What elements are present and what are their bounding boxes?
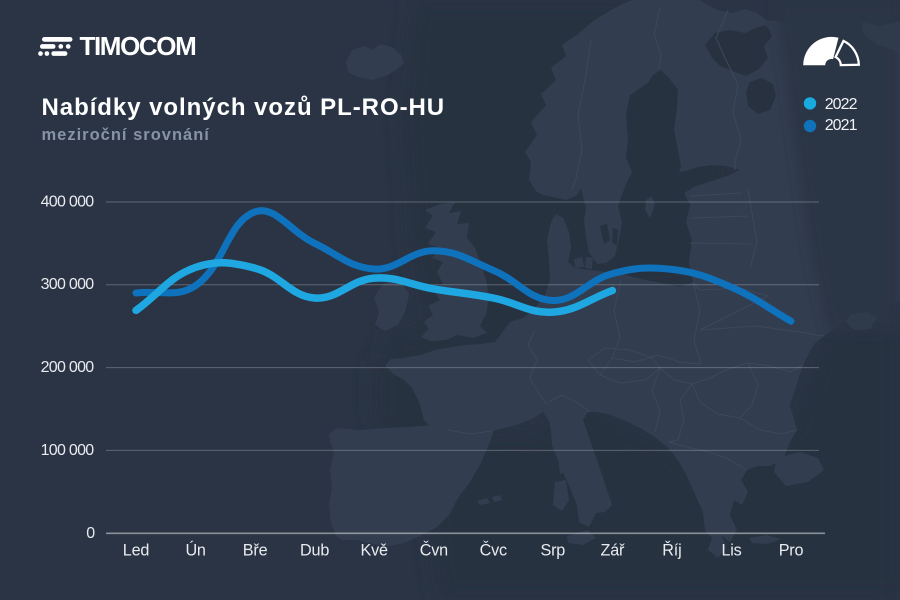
svg-text:Bře: Bře — [243, 541, 268, 559]
svg-text:Lis: Lis — [721, 541, 741, 559]
svg-text:Ún: Ún — [185, 540, 205, 559]
svg-text:Říj: Říj — [662, 540, 681, 559]
svg-text:Led: Led — [123, 541, 149, 559]
svg-text:2022: 2022 — [825, 96, 858, 113]
svg-text:Kvě: Kvě — [361, 541, 388, 559]
svg-text:Čvn: Čvn — [420, 540, 448, 559]
svg-text:300 000: 300 000 — [41, 276, 95, 293]
svg-text:400 000: 400 000 — [41, 193, 95, 210]
svg-text:Zář: Zář — [601, 541, 625, 559]
svg-text:2021: 2021 — [825, 117, 858, 134]
svg-text:Pro: Pro — [779, 541, 804, 559]
svg-text:100 000: 100 000 — [41, 442, 95, 459]
svg-text:Čvc: Čvc — [480, 540, 507, 559]
svg-text:0: 0 — [86, 525, 95, 542]
svg-text:Srp: Srp — [541, 541, 566, 559]
svg-text:200 000: 200 000 — [41, 359, 95, 376]
svg-text:Dub: Dub — [300, 541, 329, 559]
